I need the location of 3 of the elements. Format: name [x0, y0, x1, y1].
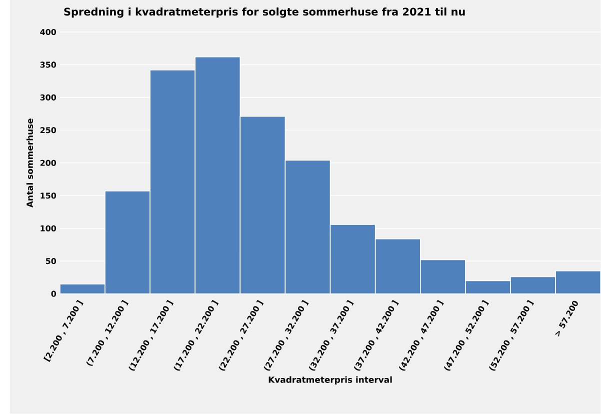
- chart-title: Spredning i kvadratmeterpris for solgte sommerhuse fra 2021 til nu: [64, 8, 465, 18]
- x-axis-title: Kvadratmeterpris interval: [268, 376, 392, 385]
- y-axis-title: Antal sommerhuse: [26, 118, 33, 208]
